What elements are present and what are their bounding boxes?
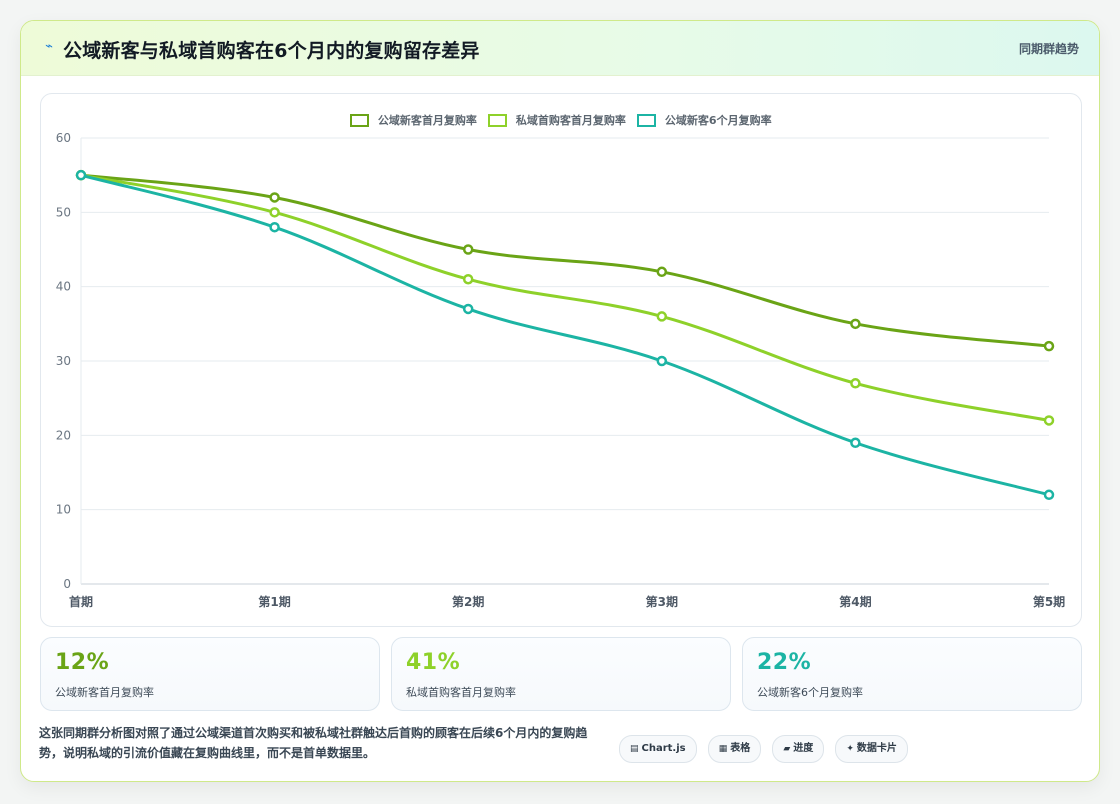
- trend-tag: 同期群趋势: [1018, 42, 1079, 56]
- x-tick-label: 首期: [69, 594, 93, 609]
- data-point: [656, 266, 668, 278]
- line-chart: 0 10 20 30 40 50 60 首期 第1期 第2期 第3期 第4期 第5期: [56, 131, 1065, 609]
- y-tick-label: 0: [63, 577, 71, 591]
- table-icon: ▦: [718, 744, 728, 754]
- chart-description: 这张同期群分析图对照了通过公域渠道首次购买和被私域社群触达后首购的顾客在后续6个…: [39, 726, 588, 760]
- data-point: [1043, 415, 1055, 426]
- feature-chips: ▤ Chart.js ▦ 表格 ▰ 进度 ✦ 数据卡片: [619, 735, 914, 763]
- report-card: ⌁ 公域新客与私域首购客在6个月内的复购留存差异 同期群趋势 公域新客首月复购率…: [20, 20, 1100, 782]
- legend-label: 公域新客6个月复购率: [664, 114, 772, 127]
- y-tick-label: 10: [56, 503, 71, 517]
- chip-progress[interactable]: ▰ 进度: [772, 735, 825, 763]
- data-point: [269, 207, 280, 218]
- data-point: [75, 169, 87, 181]
- data-point: [269, 192, 280, 203]
- data-point: [1043, 340, 1055, 352]
- legend-label: 公域新客首月复购率: [377, 114, 477, 127]
- y-tick-label: 30: [56, 354, 71, 368]
- stat-card: 41% 私域首购客首月复购率: [391, 637, 731, 711]
- series-line-3: [79, 173, 1051, 497]
- stat-value: 12%: [55, 650, 110, 675]
- sparkle-icon: ⌁: [45, 39, 53, 54]
- stat-label: 公域新客首月复购率: [55, 686, 154, 699]
- legend-item-series-1[interactable]: 公域新客首月复购率: [350, 112, 477, 128]
- data-point: [269, 221, 280, 233]
- stat-value: 22%: [757, 650, 812, 675]
- data-point: [850, 378, 861, 389]
- chip-label: 进度: [793, 743, 814, 754]
- series-line-1: [79, 173, 1051, 348]
- x-tick-label: 第4期: [839, 594, 871, 609]
- data-point: [462, 303, 474, 315]
- chip-label: 表格: [730, 743, 751, 754]
- chip-label: 数据卡片: [856, 743, 897, 754]
- data-point: [462, 273, 474, 285]
- stat-value: 41%: [406, 650, 461, 675]
- legend-swatch: [488, 113, 508, 127]
- card-header: ⌁ 公域新客与私域首购客在6个月内的复购留存差异 同期群趋势: [21, 21, 1099, 76]
- stat-cards: 12% 公域新客首月复购率 41% 私域首购客首月复购率 22% 公域新客6个月…: [40, 637, 1082, 711]
- stat-card: 22% 公域新客6个月复购率: [742, 637, 1082, 711]
- legend-label: 私域首购客首月复购率: [515, 114, 626, 127]
- data-point: [1043, 489, 1055, 501]
- y-tick-label: 20: [56, 428, 71, 442]
- x-tick-label: 第3期: [646, 594, 678, 609]
- chart-panel: 公域新客首月复购率 私域首购客首月复购率 公域新客6个月复购率 0 10 20 30 4…: [40, 93, 1082, 627]
- legend-swatch: [637, 113, 657, 127]
- legend-item-series-3[interactable]: 公域新客6个月复购率: [637, 112, 772, 128]
- page-title: 公域新客与私域首购客在6个月内的复购留存差异: [63, 40, 480, 62]
- data-point: [850, 318, 861, 330]
- datacard-icon: ✦: [846, 744, 854, 754]
- x-tick-label: 第5期: [1033, 594, 1065, 609]
- x-tick-label: 第2期: [452, 594, 484, 609]
- series-line-2: [79, 173, 1051, 422]
- chip-chartjs[interactable]: ▤ Chart.js: [619, 735, 697, 763]
- x-tick-label: 第1期: [258, 594, 290, 609]
- chip-table[interactable]: ▦ 表格: [707, 735, 762, 763]
- data-point: [656, 311, 668, 322]
- data-point: [656, 355, 668, 367]
- y-tick-label: 60: [56, 131, 71, 145]
- y-tick-label: 40: [56, 280, 71, 294]
- progress-icon: ▰: [783, 744, 791, 754]
- chart-legend: 公域新客首月复购率 私域首购客首月复购率 公域新客6个月复购率: [41, 112, 1081, 128]
- stat-label: 私域首购客首月复购率: [406, 686, 516, 699]
- data-point: [850, 437, 861, 449]
- data-point: [462, 244, 474, 255]
- stat-label: 公域新客6个月复购率: [757, 686, 863, 699]
- chart-icon: ▤: [630, 744, 639, 754]
- y-tick-label: 50: [56, 205, 71, 219]
- legend-swatch: [350, 113, 370, 127]
- stat-card: 12% 公域新客首月复购率: [40, 637, 380, 711]
- chip-datacard[interactable]: ✦ 数据卡片: [835, 735, 908, 763]
- legend-item-series-2[interactable]: 私域首购客首月复购率: [488, 112, 626, 128]
- chip-label: Chart.js: [641, 743, 686, 754]
